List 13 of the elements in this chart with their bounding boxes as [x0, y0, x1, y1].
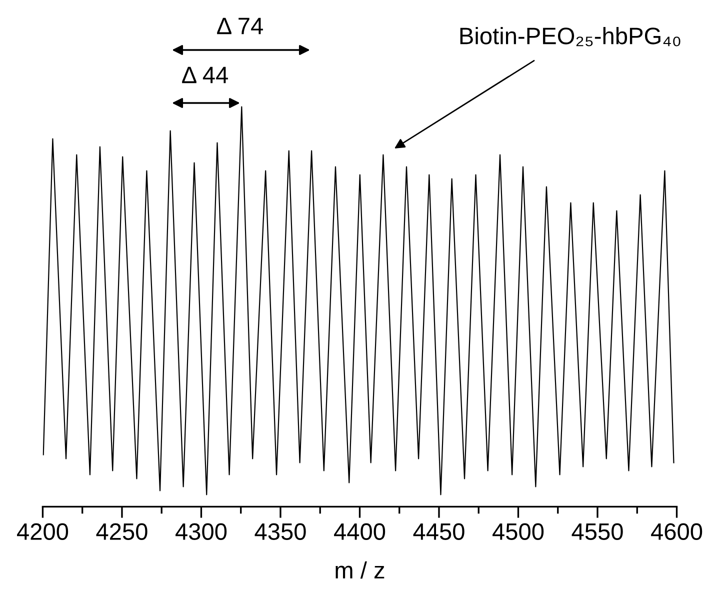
text: Δ 44 [182, 66, 228, 84]
x-tick-label: 4600 [651, 523, 702, 540]
x-tick-label: 4250 [96, 523, 148, 540]
x-axis-title: m / z [336, 561, 384, 579]
x-tick-label: 4550 [572, 523, 623, 540]
x-tick-label: 4200 [17, 523, 68, 540]
x-tick-label: 4400 [334, 523, 386, 540]
text: Biotin-PEO₂₅-hbPG₄₀ [460, 26, 680, 46]
x-tick-label: 4350 [254, 523, 306, 540]
x-tick-label: 4300 [176, 523, 227, 540]
x-tick-label: 4500 [492, 523, 544, 540]
text: Δ 74 [217, 18, 263, 34]
x-tick-label: 4450 [413, 523, 464, 540]
